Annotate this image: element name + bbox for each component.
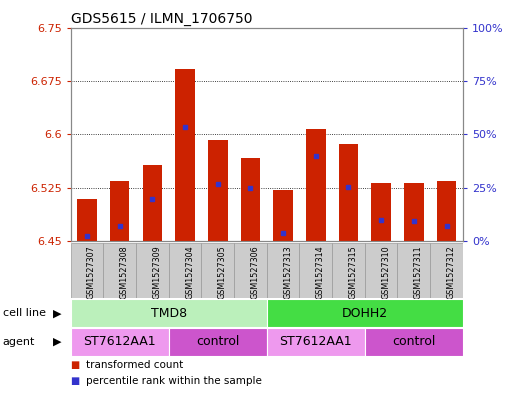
- Text: GSM1527315: GSM1527315: [348, 245, 357, 299]
- Bar: [71, 328, 168, 356]
- Bar: [234, 243, 267, 298]
- Bar: [371, 183, 391, 241]
- Text: GSM1527311: GSM1527311: [414, 245, 423, 299]
- Bar: [339, 144, 358, 241]
- Bar: [306, 129, 325, 241]
- Text: GSM1527308: GSM1527308: [120, 245, 129, 299]
- Bar: [267, 243, 299, 298]
- Bar: [267, 328, 365, 356]
- Bar: [437, 181, 456, 241]
- Text: GSM1527314: GSM1527314: [316, 245, 325, 299]
- Bar: [267, 299, 463, 327]
- Bar: [430, 243, 463, 298]
- Bar: [208, 140, 228, 241]
- Text: GSM1527313: GSM1527313: [283, 245, 292, 299]
- Text: transformed count: transformed count: [86, 360, 184, 371]
- Text: cell line: cell line: [3, 308, 46, 318]
- Text: percentile rank within the sample: percentile rank within the sample: [86, 376, 262, 386]
- Text: GSM1527304: GSM1527304: [185, 245, 194, 299]
- Text: GSM1527307: GSM1527307: [87, 245, 96, 299]
- Text: GDS5615 / ILMN_1706750: GDS5615 / ILMN_1706750: [71, 13, 252, 26]
- Text: ■: ■: [71, 360, 80, 371]
- Text: agent: agent: [3, 337, 35, 347]
- Bar: [201, 243, 234, 298]
- Text: ST7612AA1: ST7612AA1: [83, 335, 156, 349]
- Bar: [110, 181, 129, 241]
- Bar: [365, 243, 397, 298]
- Bar: [404, 183, 424, 241]
- Bar: [136, 243, 168, 298]
- Text: ■: ■: [71, 376, 80, 386]
- Text: GSM1527312: GSM1527312: [447, 245, 456, 299]
- Text: ST7612AA1: ST7612AA1: [279, 335, 352, 349]
- Text: GSM1527310: GSM1527310: [381, 245, 390, 299]
- Bar: [168, 243, 201, 298]
- Bar: [142, 165, 162, 241]
- Text: control: control: [392, 335, 436, 349]
- Bar: [332, 243, 365, 298]
- Bar: [168, 328, 267, 356]
- Bar: [273, 190, 293, 241]
- Text: DOHH2: DOHH2: [342, 307, 388, 320]
- Text: control: control: [196, 335, 240, 349]
- Text: GSM1527306: GSM1527306: [251, 245, 259, 299]
- Bar: [365, 328, 463, 356]
- Bar: [241, 158, 260, 241]
- Bar: [77, 198, 97, 241]
- Text: TMD8: TMD8: [151, 307, 187, 320]
- Bar: [175, 69, 195, 241]
- Text: GSM1527309: GSM1527309: [152, 245, 161, 299]
- Bar: [104, 243, 136, 298]
- Text: ▶: ▶: [53, 308, 62, 318]
- Bar: [71, 243, 104, 298]
- Bar: [299, 243, 332, 298]
- Text: ▶: ▶: [53, 337, 62, 347]
- Bar: [397, 243, 430, 298]
- Bar: [71, 299, 267, 327]
- Text: GSM1527305: GSM1527305: [218, 245, 226, 299]
